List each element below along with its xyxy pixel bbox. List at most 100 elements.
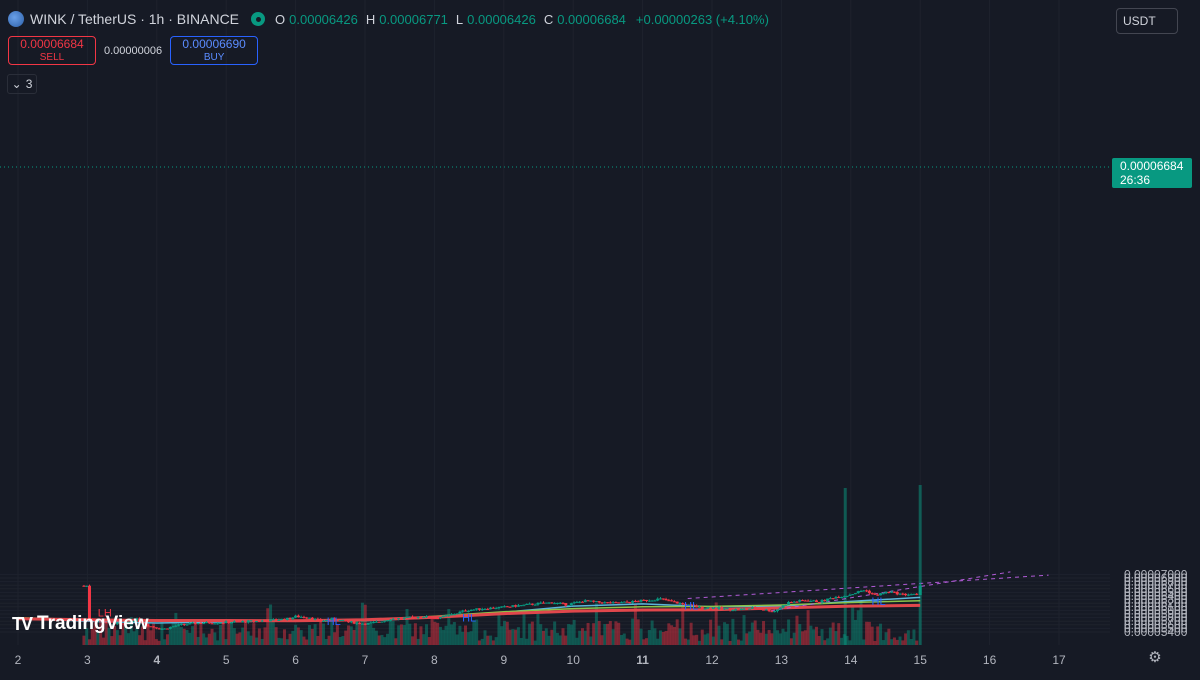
candle-body [678,603,682,605]
buy-button[interactable]: 0.00006690 BUY [170,36,259,65]
volume-bar [720,639,724,645]
candle-body [823,600,827,602]
high-value: 0.00006771 [379,11,448,27]
volume-bar [828,627,832,645]
volume-bar [809,625,813,645]
volume-bar [466,632,470,645]
volume-bar [182,628,186,645]
volume-bar [90,628,94,645]
candle-body [898,593,902,595]
volume-bar [160,620,164,645]
candle-body [670,600,674,602]
swing-label: LH [98,608,112,620]
sell-label: SELL [39,51,65,63]
candle-body [202,623,206,625]
volume-bar [642,639,646,645]
candle-body [572,602,576,604]
candle-body [856,591,860,594]
volume-bar [853,619,857,645]
volume-bar [115,630,119,645]
candle-body [277,619,281,621]
indicators-count: 3 [25,77,33,91]
volume-bar [817,635,821,645]
change-value: +0.00000263 (+4.10%) [635,11,769,27]
candle-body [383,620,387,622]
volume-bar [397,625,401,645]
candle-body [93,619,97,621]
candle-body [452,614,456,616]
candle-body [636,601,640,603]
candle-body [909,594,913,596]
volume-bar [887,628,891,645]
volume-bar [840,637,844,645]
volume-bar [606,623,610,645]
volume-bar [296,627,300,645]
symbol-title[interactable]: WINK / TetherUS · 1h · BINANCE [30,11,240,27]
candle-body [497,607,501,609]
candle-body [597,601,601,603]
candle-body [661,598,665,600]
candle-body [792,601,796,603]
volume-bar [452,622,456,645]
candle-body [736,609,740,611]
volume-bar [191,626,195,645]
volume-bar [762,621,766,645]
time-axis: 2 3 4 5 6 7 8 9 10 11 12 13 14 15 16 17 [15,653,1066,667]
volume-bar [447,608,451,645]
candle-body [873,593,877,595]
currency-select[interactable]: USDT [1116,8,1178,34]
tradingview-logo[interactable]: TV TradingView [12,613,149,635]
candle-body [341,619,345,621]
open-value: 0.00006426 [289,11,358,27]
candle-body [664,599,668,601]
volume-bar [650,620,654,645]
volume-bar [812,629,816,645]
candle-body [269,619,273,622]
volume-bar [152,623,156,645]
sell-button[interactable]: 0.00006684 SELL [8,36,96,65]
volume-bar [413,623,417,645]
volume-bar [614,621,618,645]
candle-body [110,621,114,623]
candle-body [734,609,738,611]
y-tick-label: 0.00005900 [1124,607,1188,621]
candle-body [817,602,821,604]
volume-bar [890,639,894,645]
candle-body [221,622,225,624]
candle-body [271,619,275,621]
candle-body [391,618,395,620]
volume-bar [837,623,841,645]
swing-label: HL [327,616,341,628]
candle-body [656,598,660,601]
candle-body [160,628,164,630]
candle-body [436,618,440,620]
candle-body [191,622,195,624]
volume-bar [480,638,484,645]
volume-bar [438,626,442,645]
volume-bar [692,635,696,645]
bar-countdown: 26:36 [1120,173,1151,187]
candle-body [667,600,671,602]
candle-body [775,609,779,612]
volume-bar [218,624,222,645]
candle-body [645,599,649,601]
market-status-icon[interactable] [251,12,266,26]
volume-bar [867,621,871,645]
x-tick-label: 12 [705,653,719,667]
gear-icon[interactable]: ⚙ [1148,649,1162,666]
candle-body [188,623,192,625]
indicators-toggle[interactable]: ⌄ 3 [7,74,37,94]
candle-body [282,618,286,620]
volume-bar [826,638,830,645]
volume-bar [252,623,256,645]
candle-body [578,601,582,603]
price-axis: 0.000054000.000055000.000056000.00005700… [1124,567,1188,639]
volume-bar [697,640,701,645]
volume-bar [388,620,392,645]
volume-bar [394,638,398,645]
volume-bar [96,631,100,645]
volume-bar [238,632,242,645]
volume-bar [458,625,462,645]
candle-body [257,620,261,622]
